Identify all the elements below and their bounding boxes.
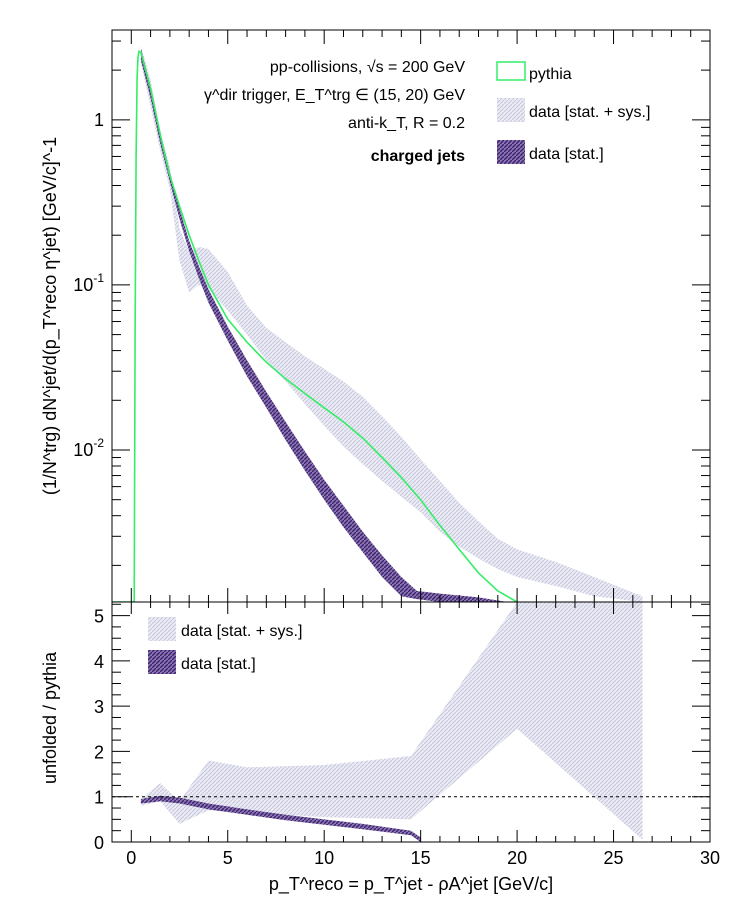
bottom-panel: 0 5 10 15 20 25 30 0 1 2 3 4 5 data [stat. + sys.] d… bbox=[40, 601, 720, 895]
top-axes: 110-110-2 bbox=[73, 30, 711, 602]
line-pythia bbox=[112, 49, 518, 602]
x-tick-label: 5 bbox=[223, 848, 233, 868]
bottom-y-tick-label: 2 bbox=[94, 742, 104, 762]
top-y-axis-label: (1/N^trg) dN^jet/d(p_T^reco η^jet) [GeV/… bbox=[40, 137, 61, 495]
bottom-plot-area bbox=[112, 602, 710, 842]
legend-label-stat-sys: data [stat. + sys.] bbox=[529, 104, 650, 121]
band-stat bbox=[140, 48, 508, 602]
x-tick-label: 15 bbox=[411, 848, 431, 868]
bottom-legend: data [stat. + sys.] data [stat.] bbox=[148, 617, 302, 674]
top-y-tick-label-exponent: -1 bbox=[93, 271, 104, 285]
x-tick-label: 30 bbox=[700, 848, 720, 868]
bottom-y-tick-label: 4 bbox=[94, 652, 104, 672]
annotation-jet-type: charged jets bbox=[371, 148, 465, 165]
x-tick-label: 0 bbox=[126, 848, 136, 868]
bottom-axes: 0 5 10 15 20 25 30 0 1 2 3 4 5 bbox=[94, 602, 720, 868]
top-y-tick-label: 1 bbox=[94, 110, 104, 130]
x-tick-label: 10 bbox=[314, 848, 334, 868]
band-stat-sys bbox=[140, 46, 643, 602]
bottom-y-axis-label: unfolded / pythia bbox=[40, 651, 60, 784]
bottom-y-tick-label: 1 bbox=[94, 788, 104, 808]
bottom-y-tick-label: 3 bbox=[94, 697, 104, 717]
annotation-collisions: pp-collisions, √s = 200 GeV bbox=[270, 59, 465, 76]
annotation-algorithm: anti-k_T, R = 0.2 bbox=[348, 115, 465, 132]
bottom-frame bbox=[111, 601, 711, 843]
top-y-tick-label: 10-1 bbox=[73, 271, 104, 295]
x-tick-label: 20 bbox=[507, 848, 527, 868]
top-plot-area bbox=[112, 46, 643, 602]
bottom-y-tick-label: 0 bbox=[94, 833, 104, 853]
legend-label-stat: data [stat.] bbox=[529, 146, 604, 163]
ratio-band-stat bbox=[140, 795, 421, 842]
bottom-legend-swatch-stat bbox=[148, 650, 176, 674]
x-tick-label: 25 bbox=[604, 848, 624, 868]
top-legend: pythia data [stat. + sys.] data [stat.] bbox=[496, 61, 650, 164]
bottom-y-tick-label: 5 bbox=[94, 607, 104, 627]
annotation-trigger: γ^dir trigger, E_T^trg ∈ (15, 20) GeV bbox=[204, 87, 465, 104]
bottom-legend-label-stat: data [stat.] bbox=[181, 656, 256, 673]
x-axis-label: p_T^reco = p_T^jet - ρA^jet [GeV/c] bbox=[269, 874, 553, 895]
top-panel: 110-110-2 pp-collisions, √s = 200 GeV γ^… bbox=[40, 29, 711, 603]
bottom-legend-swatch-stat-sys bbox=[148, 617, 176, 641]
legend-swatch-pythia bbox=[496, 61, 526, 81]
legend-swatch-stat bbox=[497, 140, 525, 164]
legend-swatch-stat-sys bbox=[497, 98, 525, 122]
legend-label-pythia: pythia bbox=[529, 66, 572, 83]
bottom-legend-label-stat-sys: data [stat. + sys.] bbox=[181, 623, 302, 640]
top-y-tick-label-exponent: -2 bbox=[93, 436, 104, 450]
ratio-band-stat-sys bbox=[140, 602, 643, 840]
